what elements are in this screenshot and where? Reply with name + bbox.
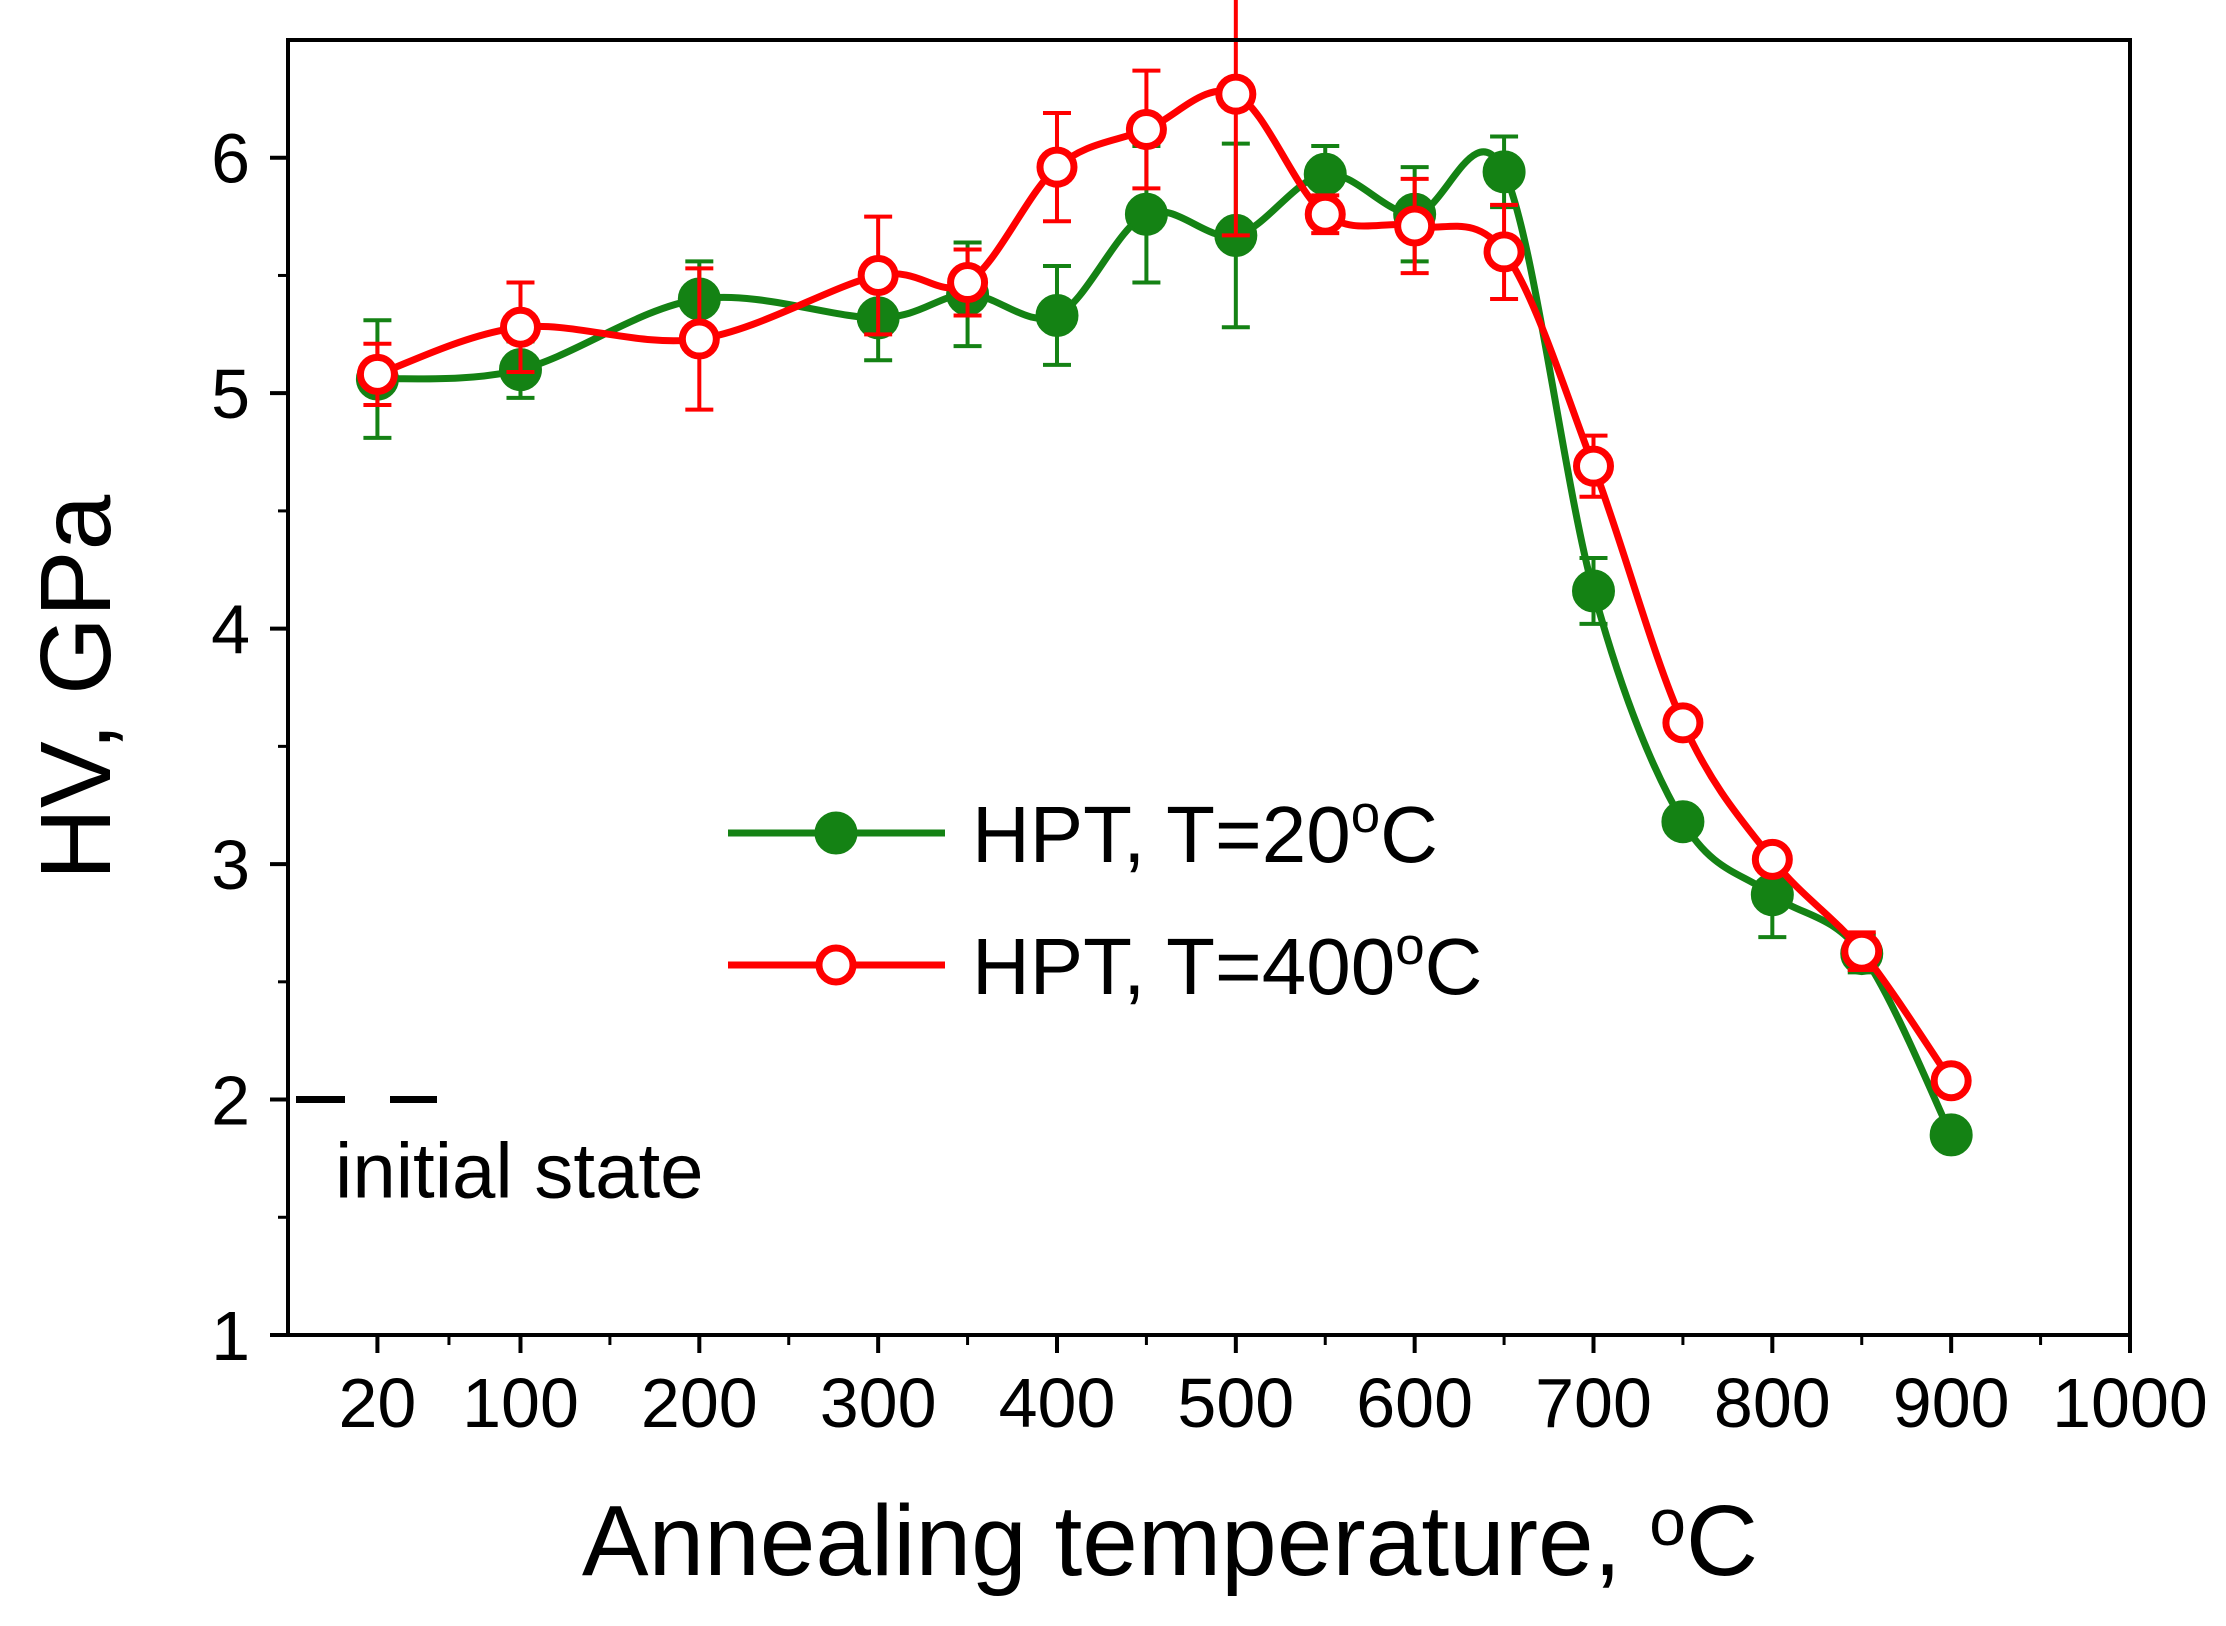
data-point [499, 306, 541, 348]
legend-label-hpt-400: HPT, T=400oC [972, 917, 1482, 1011]
x-axis-title: Annealing temperature, oC [582, 1485, 1758, 1597]
x-axis-title-degree: o [1649, 1485, 1686, 1559]
data-point [1662, 702, 1704, 744]
data-point [1661, 800, 1705, 844]
data-point [1215, 73, 1257, 115]
y-tick-label: 6 [211, 120, 250, 198]
series-line [376, 87, 1955, 1083]
y-tick-label: 1 [211, 1297, 250, 1375]
legend-label-hpt-400-degree: o [1395, 917, 1424, 976]
axes-layer: 20 100 200 300 400 500 600 700 800 900 1000 1 2 3 4 5 6 [211, 120, 2208, 1442]
legend-label-hpt-400-unit: C [1425, 922, 1483, 1011]
series-layer [355, 0, 1973, 1157]
data-point [1930, 1060, 1972, 1102]
x-tick-label: 100 [462, 1364, 579, 1442]
legend-label-hpt-20-degree: o [1351, 785, 1380, 844]
legend-marker-hpt-400 [815, 944, 857, 986]
legend-marker-hpt-20 [814, 811, 858, 855]
y-tick-label: 2 [211, 1062, 250, 1140]
data-point [356, 353, 398, 395]
x-tick-label: 300 [820, 1364, 937, 1442]
y-axis-title: HV, GPa [20, 494, 132, 880]
x-tick-label: 700 [1535, 1364, 1652, 1442]
legend-label-hpt-20-main: HPT, T=20 [972, 790, 1351, 879]
series-1 [356, 0, 1972, 1102]
plot-frame [286, 38, 2132, 1337]
x-tick-label: 1000 [2052, 1364, 2208, 1442]
legend-label-hpt-20-unit: C [1380, 790, 1438, 879]
data-point [1572, 445, 1614, 487]
data-point [1304, 193, 1346, 235]
x-tick-label: 500 [1177, 1364, 1294, 1442]
legend-label-hpt-20: HPT, T=20oC [972, 785, 1438, 879]
x-axis-title-unit: C [1686, 1485, 1758, 1597]
legend-label-hpt-400-main: HPT, T=400 [972, 922, 1395, 1011]
x-tick-label: 20 [338, 1364, 416, 1442]
data-point [947, 262, 989, 304]
x-tick-label: 200 [641, 1364, 758, 1442]
y-tick-label: 4 [211, 591, 250, 669]
data-point [1571, 569, 1615, 613]
data-point [1751, 838, 1793, 880]
data-point [1394, 205, 1436, 247]
x-tick-label: 900 [1893, 1364, 2010, 1442]
data-point [1841, 930, 1883, 972]
x-tick-label: 600 [1356, 1364, 1473, 1442]
initial-state-annotation: initial state [296, 1096, 704, 1215]
y-tick-label: 3 [211, 826, 250, 904]
data-point [1125, 108, 1167, 150]
data-point [1303, 152, 1347, 196]
x-tick-label: 800 [1714, 1364, 1831, 1442]
data-point [1124, 192, 1168, 236]
y-tick-label: 5 [211, 355, 250, 433]
data-point [857, 254, 899, 296]
data-point [1483, 231, 1525, 273]
data-point [678, 318, 720, 360]
initial-state-label: initial state [335, 1127, 704, 1215]
x-tick-label: 400 [999, 1364, 1116, 1442]
data-point [1035, 293, 1079, 337]
data-point [1482, 150, 1526, 194]
legend: HPT, T=20oC HPT, T=400oC [728, 785, 1482, 1011]
x-axis-title-main: Annealing temperature, [582, 1485, 1649, 1597]
data-point [1929, 1113, 1973, 1157]
data-point [1036, 146, 1078, 188]
